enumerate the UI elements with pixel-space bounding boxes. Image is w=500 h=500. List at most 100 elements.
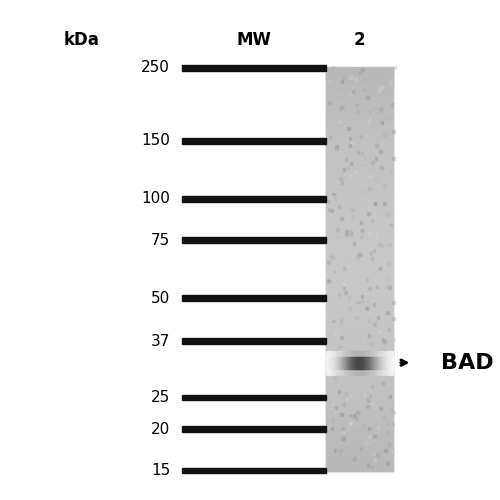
Bar [386,311,388,314]
Bar [340,217,343,220]
Bar [368,319,370,322]
Bar [373,96,375,99]
Bar [326,379,393,385]
Bar [336,228,338,232]
Bar [379,406,382,410]
Bar [326,308,393,314]
Bar [182,238,326,243]
Bar [390,224,392,226]
Bar [364,441,366,444]
Bar [326,314,393,320]
Bar [386,154,388,156]
Bar [182,338,326,344]
Bar [390,79,392,82]
Bar [332,256,334,260]
Bar [382,338,384,342]
Bar [326,454,393,460]
Bar [326,328,393,334]
Bar [350,421,352,424]
Text: 37: 37 [151,334,170,349]
Bar [389,394,392,398]
Bar [336,350,338,353]
Bar [338,293,340,296]
Bar [380,107,382,110]
Text: 150: 150 [142,134,170,148]
Bar [362,343,364,346]
Bar [366,96,368,100]
Bar [360,338,363,340]
Bar [344,399,345,402]
Bar [355,350,358,354]
Bar [326,349,393,355]
Bar [326,158,393,164]
Bar [326,92,393,98]
Text: 15: 15 [151,463,170,478]
Bar [338,108,341,111]
Bar [372,303,375,306]
Bar [334,180,336,184]
Bar [362,102,365,106]
Bar [326,389,393,395]
Bar [386,462,388,466]
Bar [376,426,379,429]
Bar [332,320,334,322]
Bar [341,374,344,378]
Bar [326,414,393,420]
Bar [361,296,364,298]
Bar [368,434,370,438]
Bar [378,258,380,261]
Bar [326,117,393,123]
Text: 25: 25 [151,390,170,405]
Bar [364,157,366,160]
Bar [368,212,370,215]
Bar [343,268,345,270]
Bar [363,78,366,80]
Bar [334,455,336,458]
Bar [352,208,354,212]
Bar [340,412,342,416]
Bar [182,65,326,70]
Bar [390,85,392,87]
Bar [340,321,342,324]
Bar [368,427,370,430]
Bar [337,402,340,404]
Bar [366,440,368,444]
Bar [326,334,393,340]
Bar [362,370,364,373]
Bar [364,160,366,164]
Bar [359,70,362,74]
Bar [326,208,393,214]
Bar [366,307,368,310]
Bar [341,80,344,82]
Bar [326,228,393,234]
Bar [342,437,344,440]
Bar [338,356,340,358]
Bar [353,414,356,416]
Bar [350,208,353,210]
Bar [351,462,354,464]
Bar [350,94,352,96]
Bar [326,444,393,450]
Bar [360,135,362,138]
Bar [368,120,370,123]
Bar [368,188,370,190]
Bar [392,338,395,340]
Text: kDa: kDa [64,30,100,48]
Bar [326,162,393,168]
Bar [344,392,347,395]
Bar [390,170,392,173]
Bar [367,298,370,302]
Bar [327,262,330,264]
Bar [329,354,332,358]
Bar [336,94,338,98]
Bar [326,198,393,203]
Bar [369,175,371,178]
Bar [379,150,382,152]
Bar [349,394,352,398]
Bar [326,82,393,88]
Bar [383,416,385,419]
Bar [372,402,374,405]
Bar [326,172,393,178]
Bar [339,453,341,456]
Bar [362,232,364,234]
